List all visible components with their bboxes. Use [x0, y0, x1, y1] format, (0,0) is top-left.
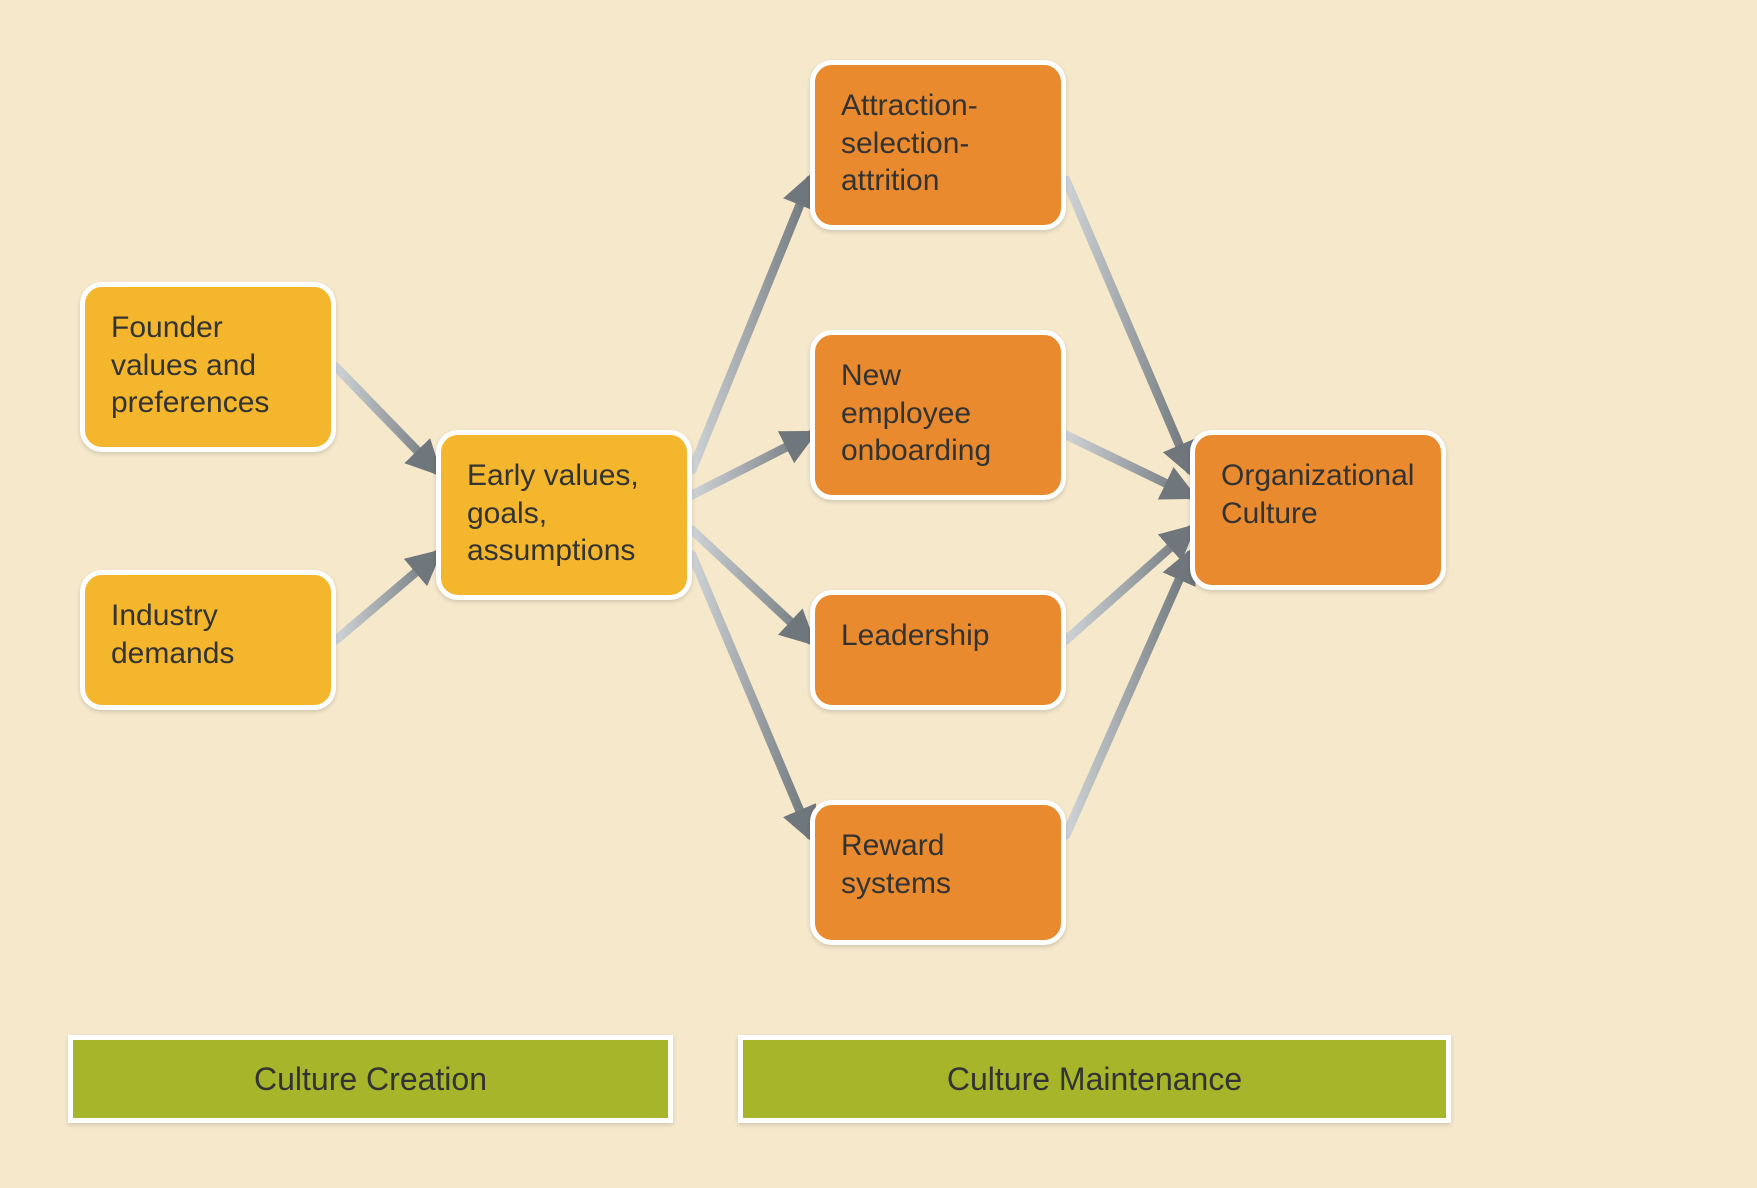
node-founder-values: Founder values and preferences — [80, 282, 336, 452]
edge-industry-to-early — [336, 555, 436, 640]
node-organizational-culture: Organizational Culture — [1190, 430, 1446, 590]
edge-leader-to-orgcult — [1066, 530, 1190, 640]
node-label: Reward systems — [841, 827, 951, 902]
edge-onboard-to-orgcult — [1066, 435, 1190, 495]
node-label: Attraction- selection- attrition — [841, 87, 978, 200]
footer-label: Culture Maintenance — [947, 1061, 1242, 1098]
footer-culture-creation: Culture Creation — [68, 1035, 673, 1123]
node-leadership: Leadership — [810, 590, 1066, 710]
node-label: Early values, goals, assumptions — [467, 457, 639, 570]
node-early-values: Early values, goals, assumptions — [436, 430, 692, 600]
node-label: Leadership — [841, 617, 989, 655]
edge-early-to-leader — [692, 530, 810, 640]
edge-early-to-asa — [692, 180, 810, 470]
node-label: Founder values and preferences — [111, 309, 269, 422]
node-label: Organizational Culture — [1221, 457, 1414, 532]
flowchart-canvas: Founder values and preferences Industry … — [0, 0, 1757, 1188]
edge-reward-to-orgcult — [1066, 555, 1190, 835]
node-new-employee-onboarding: New employee onboarding — [810, 330, 1066, 500]
node-industry-demands: Industry demands — [80, 570, 336, 710]
edge-early-to-onboard — [692, 435, 810, 495]
edge-founder-to-early — [336, 367, 436, 470]
footer-label: Culture Creation — [254, 1061, 487, 1098]
node-attraction-selection-attrition: Attraction- selection- attrition — [810, 60, 1066, 230]
footer-culture-maintenance: Culture Maintenance — [738, 1035, 1451, 1123]
node-label: New employee onboarding — [841, 357, 991, 470]
edge-asa-to-orgcult — [1066, 180, 1190, 470]
edge-early-to-reward — [692, 555, 810, 835]
node-reward-systems: Reward systems — [810, 800, 1066, 945]
node-label: Industry demands — [111, 597, 234, 672]
